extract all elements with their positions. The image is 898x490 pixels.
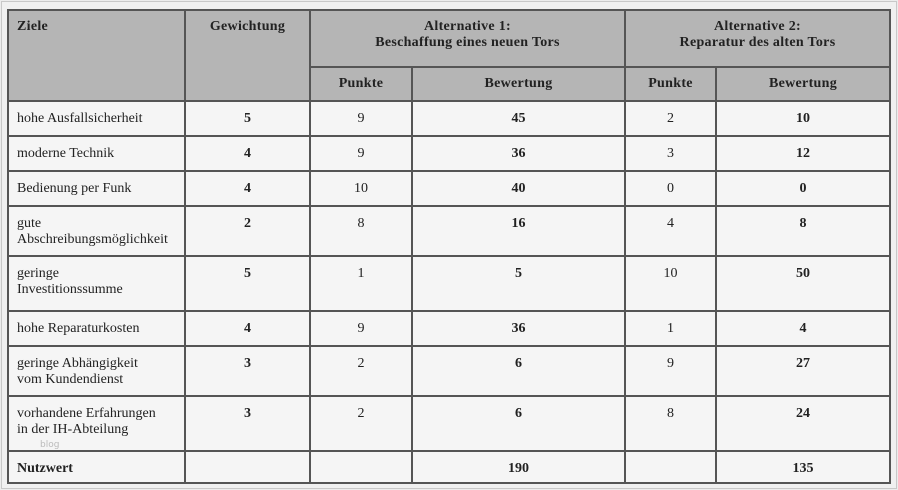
- a2-bewertung-cell: 27: [715, 345, 891, 397]
- alt1-title: Alternative 1:: [423, 19, 511, 34]
- ziel-text: moderne Technik: [17, 146, 115, 161]
- ziel-text: Bedienung per Funk: [17, 181, 132, 196]
- empty-cell: [624, 450, 717, 484]
- header-alternative-1: Alternative 1: Beschaffung eines neuen To…: [309, 9, 626, 68]
- ziel-text: hohe Ausfallsicherheit: [17, 111, 143, 126]
- empty-cell: [309, 450, 413, 484]
- ziel-text: hohe Reparaturkosten: [17, 321, 140, 336]
- header-gewichtung: Gewichtung: [184, 9, 311, 102]
- a2-punkte-cell: 0: [624, 170, 717, 207]
- a1-punkte-cell: 1: [309, 255, 413, 312]
- a2-punkte-cell: 1: [624, 310, 717, 347]
- header-a1-bewertung: Bewertung: [411, 66, 626, 102]
- a1-punkte-cell: 9: [309, 310, 413, 347]
- header-a2-bewertung: Bewertung: [715, 66, 891, 102]
- gewichtung-cell: 4: [184, 310, 311, 347]
- ziel-cell: moderne Technik: [7, 135, 186, 172]
- a2-punkte-cell: 4: [624, 205, 717, 257]
- table-row: geringe Abhängigkeit vom Kundendienst 3 2 6 9…: [7, 345, 891, 397]
- a1-punkte-cell: 2: [309, 345, 413, 397]
- ziel-text: Abschreibungsmöglichkeit: [17, 232, 168, 247]
- total-a1: 190: [411, 450, 626, 484]
- a1-punkte-cell: 9: [309, 100, 413, 137]
- gewichtung-cell: 2: [184, 205, 311, 257]
- a2-bewertung-cell: 4: [715, 310, 891, 347]
- ziel-cell: hohe Reparaturkosten: [7, 310, 186, 347]
- gewichtung-cell: 5: [184, 100, 311, 137]
- ziel-text: vorhandene Erfahrungen: [17, 406, 156, 421]
- header-a1-punkte: Punkte: [309, 66, 413, 102]
- a2-bewertung-cell: 50: [715, 255, 891, 312]
- empty-cell: [184, 450, 311, 484]
- ziel-text: vom Kundendienst: [17, 372, 124, 387]
- a1-punkte-cell: 2: [309, 395, 413, 452]
- a2-punkte-cell: 9: [624, 345, 717, 397]
- a1-bewertung-cell: 40: [411, 170, 626, 207]
- a2-bewertung-cell: 24: [715, 395, 891, 452]
- table-row: hohe Ausfallsicherheit 5 9 45 2 10: [7, 100, 891, 137]
- total-row: Nutzwert 190 135: [7, 450, 891, 484]
- ziel-cell: geringe Abhängigkeit vom Kundendienst: [7, 345, 186, 397]
- ziel-text: geringe: [17, 266, 59, 281]
- a1-bewertung-cell: 5: [411, 255, 626, 312]
- ziel-text: Investitionssumme: [17, 282, 123, 297]
- a1-bewertung-cell: 36: [411, 310, 626, 347]
- a1-bewertung-cell: 45: [411, 100, 626, 137]
- total-label: Nutzwert: [7, 450, 186, 484]
- a2-bewertung-cell: 10: [715, 100, 891, 137]
- ziel-cell: gute Abschreibungsmöglichkeit: [7, 205, 186, 257]
- a1-punkte-cell: 10: [309, 170, 413, 207]
- a1-bewertung-cell: 6: [411, 395, 626, 452]
- a2-bewertung-cell: 0: [715, 170, 891, 207]
- ziel-cell: geringe Investitionssumme: [7, 255, 186, 312]
- total-a2: 135: [715, 450, 891, 484]
- table-row: gute Abschreibungsmöglichkeit 2 8 16 4 8: [7, 205, 891, 257]
- gewichtung-cell: 4: [184, 135, 311, 172]
- gewichtung-cell: 4: [184, 170, 311, 207]
- watermark: blog: [40, 440, 60, 450]
- ziel-text: in der IH-Abteilung: [17, 422, 129, 437]
- table-row: Bedienung per Funk 4 10 40 0 0: [7, 170, 891, 207]
- utility-analysis-table: Ziele Gewichtung Alternative 1: Beschaffu…: [7, 9, 891, 484]
- a1-bewertung-cell: 16: [411, 205, 626, 257]
- table-row: vorhandene Erfahrungen in der IH-Abteilun…: [7, 395, 891, 452]
- alt2-subtitle: Reparatur des alten Tors: [679, 35, 836, 50]
- gewichtung-cell: 3: [184, 395, 311, 452]
- gewichtung-cell: 3: [184, 345, 311, 397]
- ziel-text: geringe Abhängigkeit: [17, 356, 138, 371]
- table-row: geringe Investitionssumme 5 1 5 10 50: [7, 255, 891, 312]
- a2-punkte-cell: 2: [624, 100, 717, 137]
- alt2-title: Alternative 2:: [713, 19, 801, 34]
- a1-bewertung-cell: 6: [411, 345, 626, 397]
- a2-bewertung-cell: 8: [715, 205, 891, 257]
- header-alternative-2: Alternative 2: Reparatur des alten Tors: [624, 9, 891, 68]
- ziel-text: gute: [17, 216, 42, 231]
- table-row: hohe Reparaturkosten 4 9 36 1 4: [7, 310, 891, 347]
- header-ziele: Ziele: [7, 9, 186, 102]
- a2-punkte-cell: 10: [624, 255, 717, 312]
- ziel-cell: hohe Ausfallsicherheit: [7, 100, 186, 137]
- a1-punkte-cell: 9: [309, 135, 413, 172]
- a2-punkte-cell: 8: [624, 395, 717, 452]
- table-body: hohe Ausfallsicherheit 5 9 45 2 10 moderne Tec…: [7, 100, 891, 452]
- a2-punkte-cell: 3: [624, 135, 717, 172]
- table-row: moderne Technik 4 9 36 3 12: [7, 135, 891, 172]
- ziel-cell: Bedienung per Funk: [7, 170, 186, 207]
- a2-bewertung-cell: 12: [715, 135, 891, 172]
- alt1-subtitle: Beschaffung eines neuen Tors: [375, 35, 560, 50]
- a1-punkte-cell: 8: [309, 205, 413, 257]
- gewichtung-cell: 5: [184, 255, 311, 312]
- header-a2-punkte: Punkte: [624, 66, 717, 102]
- ziel-cell: vorhandene Erfahrungen in der IH-Abteilun…: [7, 395, 186, 452]
- a1-bewertung-cell: 36: [411, 135, 626, 172]
